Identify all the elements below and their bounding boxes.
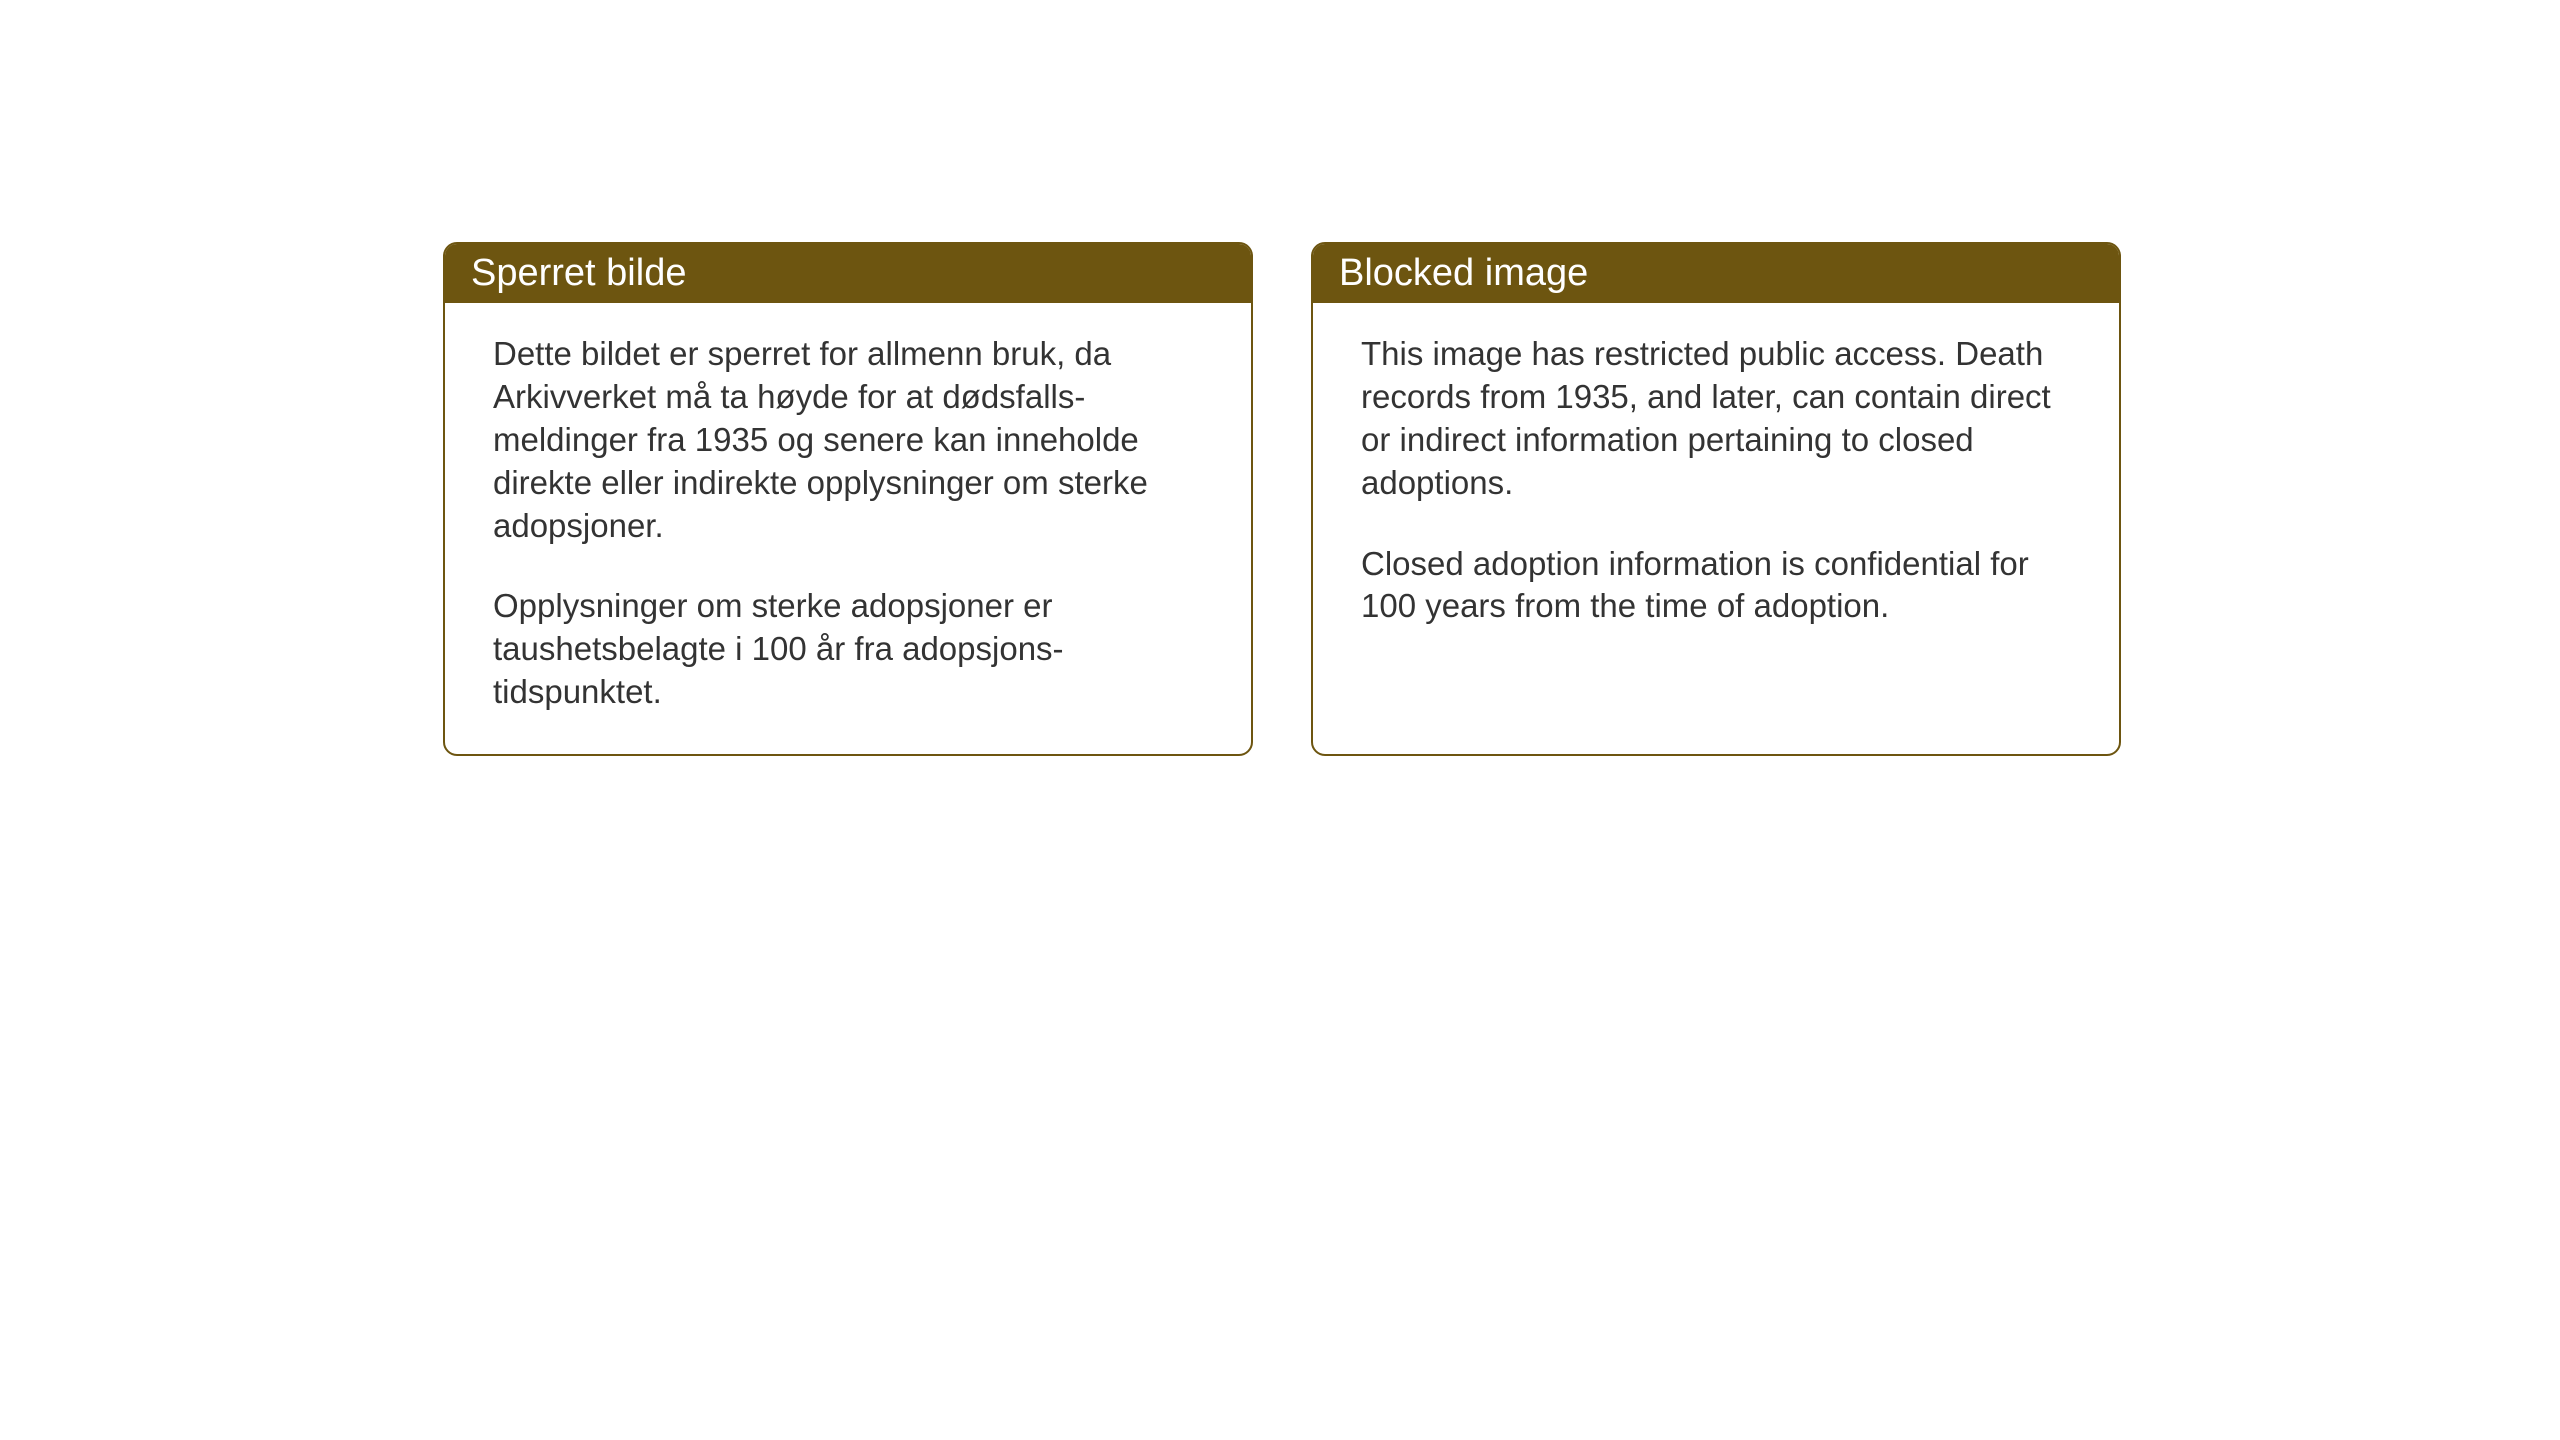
- norwegian-paragraph-2: Opplysninger om sterke adopsjoner er tau…: [493, 585, 1203, 714]
- english-card-title: Blocked image: [1313, 244, 2119, 303]
- norwegian-paragraph-1: Dette bildet er sperret for allmenn bruk…: [493, 333, 1203, 547]
- notice-cards-container: Sperret bilde Dette bildet er sperret fo…: [443, 242, 2121, 756]
- english-notice-card: Blocked image This image has restricted …: [1311, 242, 2121, 756]
- english-paragraph-1: This image has restricted public access.…: [1361, 333, 2071, 505]
- english-card-body: This image has restricted public access.…: [1313, 303, 2119, 668]
- english-paragraph-2: Closed adoption information is confident…: [1361, 543, 2071, 629]
- norwegian-card-title: Sperret bilde: [445, 244, 1251, 303]
- norwegian-card-body: Dette bildet er sperret for allmenn bruk…: [445, 303, 1251, 754]
- norwegian-notice-card: Sperret bilde Dette bildet er sperret fo…: [443, 242, 1253, 756]
